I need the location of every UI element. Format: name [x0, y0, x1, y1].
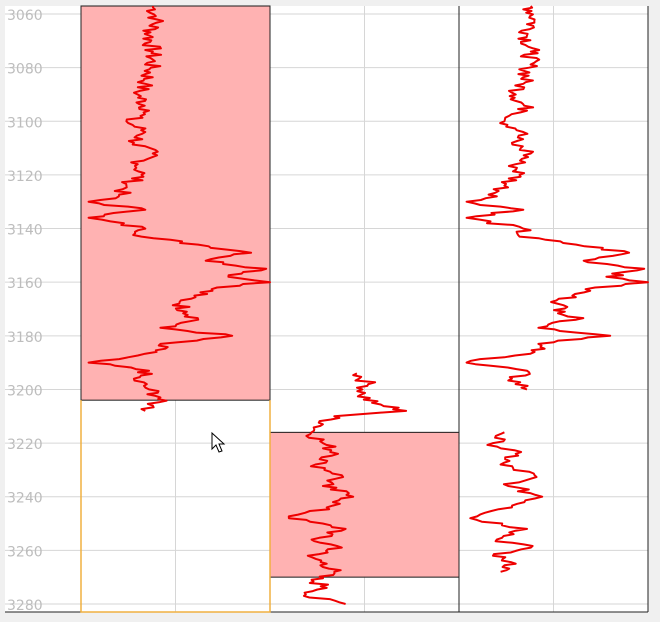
depth-tick-label-3260: 3260 [7, 544, 43, 560]
depth-tick-label-3060: 3060 [7, 8, 43, 24]
zones [80, 5, 460, 578]
track-1-zone-1 [80, 5, 271, 401]
depth-tick-label-3140: 3140 [7, 223, 43, 239]
depth-tick-label-3200: 3200 [7, 383, 43, 399]
track-borders [5, 6, 649, 613]
depth-tick-label-3100: 3100 [7, 115, 43, 131]
depth-tick-label-3080: 3080 [7, 62, 43, 78]
depth-axis: 3060 3080 3100 3120 3140 3160 3180 3200 3220 3240… [7, 8, 43, 614]
track-2-zone-1 [269, 431, 460, 578]
mouse-pointer-icon [211, 431, 226, 453]
depth-tick-label-3120: 3120 [7, 169, 43, 185]
track-3-curve-1 [465, 5, 649, 391]
depth-tick-label-3240: 3240 [7, 491, 43, 507]
track-3-curve-2 [469, 431, 544, 573]
curves [87, 5, 649, 605]
depth-tick-label-3180: 3180 [7, 330, 43, 346]
track-1-selection-outline [80, 400, 271, 613]
track-2-curve-1 [287, 372, 408, 605]
depth-tick-label-3280: 3280 [7, 598, 43, 614]
depth-tick-label-3160: 3160 [7, 276, 43, 292]
track-1-curve-1 [87, 5, 271, 412]
depth-tick-label-3220: 3220 [7, 437, 43, 453]
